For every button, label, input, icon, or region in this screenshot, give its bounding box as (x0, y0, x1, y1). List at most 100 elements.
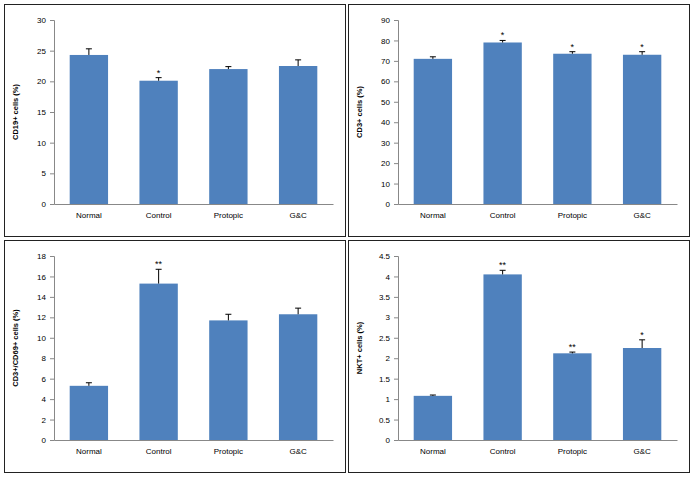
x-axis: NormalControlProtopicG&C (55, 440, 334, 456)
y-tick-mark (50, 440, 54, 441)
significance: * (571, 42, 575, 52)
error-bar (295, 308, 301, 314)
error-bar (86, 49, 92, 55)
x-tick: Normal (420, 204, 446, 220)
y-tick-mark (50, 379, 54, 380)
plot: 051015202530NormalControlProtopicG&C* (37, 16, 333, 220)
x-tick: Control (490, 204, 516, 220)
y-tick: 60 (381, 77, 398, 86)
y-tick-label: 14 (37, 293, 46, 302)
bar (553, 353, 591, 440)
y-tick: 10 (381, 180, 398, 189)
error-bar (430, 395, 436, 397)
x-tick-label: Protopic (558, 447, 587, 456)
y-tick-mark (394, 256, 398, 257)
y-tick-mark (394, 122, 398, 123)
significance: * (640, 330, 644, 340)
y-tick-label: 4.5 (379, 252, 391, 261)
x-tick-label: Normal (76, 447, 102, 456)
x-axis: NormalControlProtopicG&C (55, 204, 334, 220)
y-tick-label: 18 (37, 252, 46, 261)
y-axis-title: CD3+/CD69+ cells (%) (11, 309, 20, 387)
y-tick-label: 25 (37, 47, 46, 56)
x-tick: Protopic (214, 204, 243, 220)
y-axis-line (394, 21, 399, 205)
y-tick-label: 60 (381, 77, 390, 86)
panel: 0102030405060708090NormalControlProtopic… (349, 5, 690, 237)
annotations: * (157, 68, 161, 78)
bar (483, 274, 521, 440)
bar (414, 396, 452, 440)
y-tick-mark (394, 143, 398, 144)
y-tick: 0 (42, 436, 54, 445)
y-tick-label: 4 (386, 273, 391, 282)
y-tick: 10 (37, 139, 54, 148)
y-tick-label: 12 (37, 313, 46, 322)
y-tick-label: 20 (37, 77, 46, 86)
y-axis: 024681012141618 (37, 252, 54, 445)
y-tick-label: 40 (381, 118, 390, 127)
bar (553, 54, 591, 204)
y-tick: 10 (37, 334, 54, 343)
panel: 00.511.522.533.544.5NormalControlProtopi… (349, 241, 690, 473)
marks (414, 40, 662, 204)
y-tick: 3 (386, 313, 398, 322)
y-tick-label: 15 (37, 108, 46, 117)
y-tick: 90 (381, 16, 398, 25)
significance: ** (155, 259, 163, 269)
x-tick: Normal (76, 204, 102, 220)
y-tick-mark (50, 297, 54, 298)
panel-border (349, 241, 690, 473)
error-bar (639, 52, 645, 55)
x-tick: Protopic (558, 440, 587, 456)
x-axis-line (399, 204, 678, 205)
y-tick: 4 (386, 273, 398, 282)
y-tick-mark (50, 338, 54, 339)
y-tick-label: 2.5 (379, 334, 391, 343)
significance: * (501, 30, 505, 40)
y-axis-title: NKT+ cells (%) (355, 321, 364, 374)
y-tick-mark (50, 276, 54, 277)
y-axis-line (394, 257, 399, 441)
annotations: ***** (499, 260, 644, 352)
y-tick-mark (394, 358, 398, 359)
y-tick-label: 10 (37, 139, 46, 148)
y-tick-label: 0 (42, 436, 47, 445)
y-tick: 4.5 (379, 252, 398, 261)
y-tick: 30 (381, 139, 398, 148)
x-tick: Control (490, 440, 516, 456)
y-tick-mark (394, 338, 398, 339)
x-axis-line (55, 440, 334, 441)
marks (70, 49, 318, 204)
y-tick: 20 (381, 159, 398, 168)
y-tick-mark (394, 184, 398, 185)
x-tick-label: G&C (633, 447, 651, 456)
y-axis-line (50, 257, 55, 441)
marks (414, 270, 662, 440)
x-tick-label: Protopic (214, 211, 243, 220)
x-tick: G&C (633, 204, 651, 220)
panel: 024681012141618NormalControlProtopicG&C*… (5, 241, 346, 473)
x-tick: Protopic (558, 204, 587, 220)
y-tick: 40 (381, 118, 398, 127)
y-tick: 16 (37, 273, 54, 282)
bar (139, 81, 177, 204)
annotations: *** (501, 30, 645, 51)
y-tick-mark (50, 204, 54, 205)
y-tick-label: 3 (386, 313, 391, 322)
x-tick-label: G&C (289, 211, 307, 220)
y-tick-mark (50, 51, 54, 52)
marks (70, 269, 318, 440)
y-tick-label: 16 (37, 273, 46, 282)
plot: 00.511.522.533.544.5NormalControlProtopi… (379, 252, 678, 456)
y-tick-mark (394, 379, 398, 380)
y-tick-mark (394, 440, 398, 441)
error-bar (156, 269, 162, 283)
y-tick-label: 2 (386, 354, 391, 363)
y-tick-mark (394, 40, 398, 41)
figure: 051015202530NormalControlProtopicG&C*CD1… (0, 0, 693, 477)
y-tick: 80 (381, 37, 398, 46)
y-tick-label: 0 (386, 436, 391, 445)
panel-border (349, 5, 690, 237)
y-tick-label: 0 (386, 200, 391, 209)
